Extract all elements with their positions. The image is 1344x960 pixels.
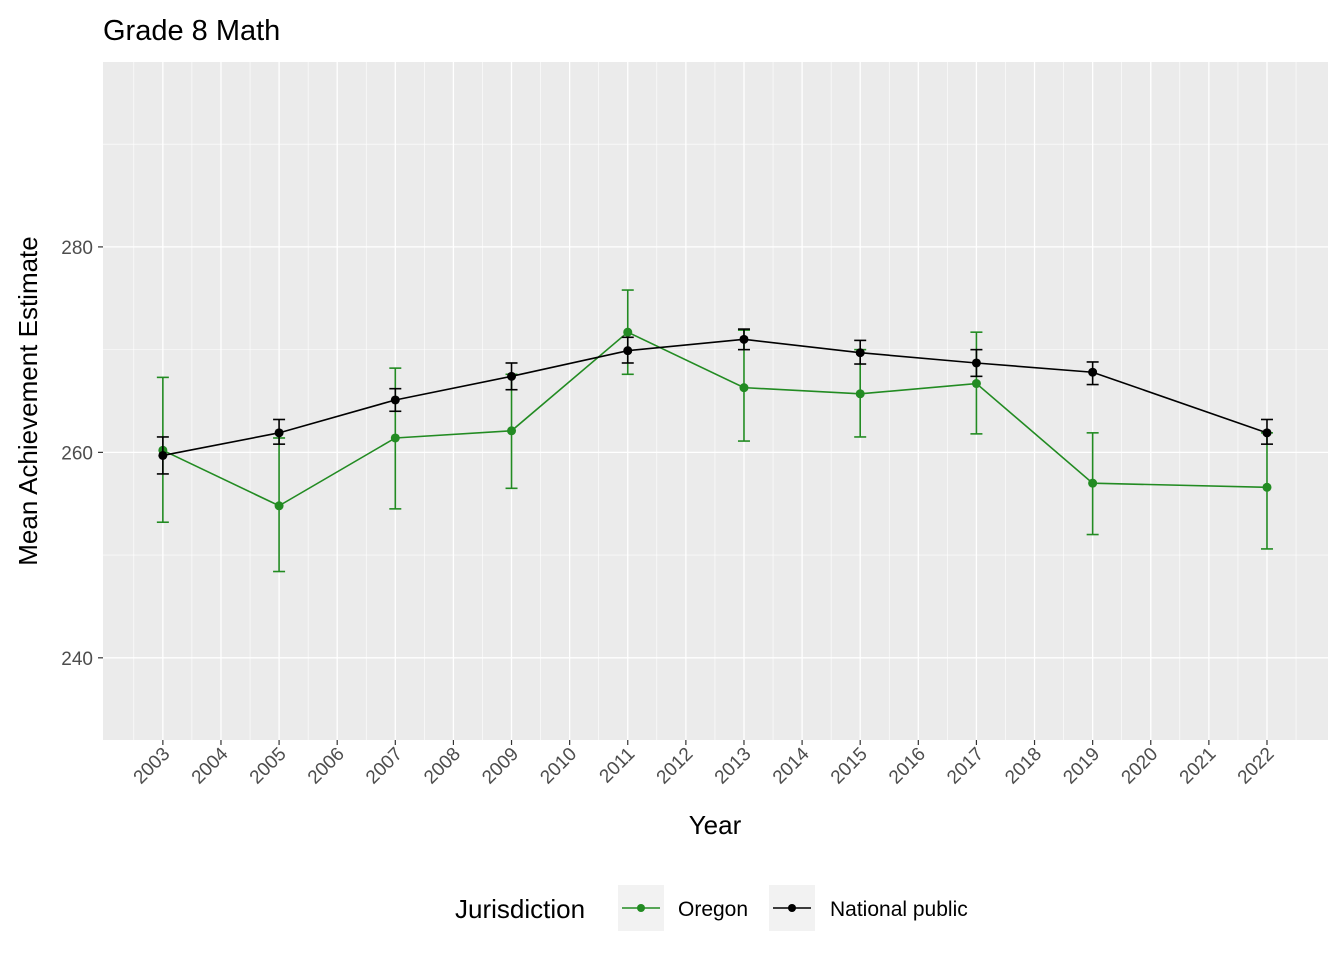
data-point: [1262, 482, 1272, 492]
x-tick-label: 2007: [362, 744, 407, 789]
data-point: [971, 379, 981, 389]
x-axis-label: Year: [689, 810, 742, 840]
x-tick-label: 2004: [188, 743, 233, 788]
chart-title: Grade 8 Math: [103, 15, 280, 47]
y-tick-label: 260: [61, 443, 93, 464]
data-point: [855, 389, 865, 399]
y-axis: 240 260 280: [61, 238, 103, 670]
plot-panel: [103, 62, 1328, 740]
data-point: [274, 428, 284, 438]
data-point: [390, 395, 400, 405]
data-point: [507, 371, 517, 381]
legend: Jurisdiction Oregon National public: [455, 885, 968, 931]
x-tick-label: 2018: [1001, 744, 1046, 789]
series-national-public: [156, 328, 1273, 475]
legend-label-oregon: Oregon: [678, 898, 748, 921]
data-point: [274, 501, 284, 511]
x-axis: 2003 2004 2005 2006 2007 2008 2009 2010 2011 2012…: [130, 740, 1279, 788]
x-tick-label: 2019: [1059, 744, 1104, 789]
x-tick-label: 2008: [420, 744, 465, 789]
x-tick-label: 2013: [711, 744, 756, 789]
legend-point-national-public: [788, 904, 796, 912]
grid: [103, 62, 1328, 740]
legend-label-national-public: National public: [830, 898, 968, 921]
x-tick-label: 2005: [246, 744, 291, 789]
data-point: [623, 346, 633, 356]
data-point: [1088, 478, 1098, 488]
series-line: [162, 338, 1268, 457]
x-tick-label: 2022: [1234, 744, 1279, 789]
data-point: [1262, 428, 1272, 438]
x-tick-label: 2016: [885, 744, 930, 789]
data-point: [739, 334, 749, 344]
x-tick-label: 2012: [653, 744, 698, 789]
x-tick-label: 2020: [1118, 744, 1163, 789]
y-tick-label: 280: [61, 238, 93, 259]
series-line: [162, 331, 1268, 507]
y-tick-label: 240: [61, 649, 93, 670]
x-tick-label: 2010: [536, 744, 581, 789]
x-tick-label: 2011: [596, 744, 640, 788]
x-tick-label: 2021: [1176, 744, 1221, 789]
x-tick-label: 2003: [130, 744, 175, 789]
legend-title: Jurisdiction: [455, 894, 585, 924]
data-point: [855, 348, 865, 358]
data-point: [971, 358, 981, 368]
x-tick-label: 2014: [769, 743, 814, 788]
data-point: [739, 383, 749, 393]
x-tick-label: 2015: [827, 744, 872, 789]
x-tick-label: 2017: [943, 744, 988, 789]
series-layer: [156, 289, 1273, 573]
x-tick-label: 2009: [478, 744, 523, 789]
data-point: [390, 433, 400, 443]
data-point: [507, 426, 517, 436]
data-point: [158, 450, 168, 460]
data-point: [623, 327, 633, 337]
data-point: [1088, 367, 1098, 377]
x-tick-label: 2006: [304, 744, 349, 789]
y-axis-label: Mean Achievement Estimate: [13, 236, 43, 566]
legend-point-oregon: [637, 904, 645, 912]
